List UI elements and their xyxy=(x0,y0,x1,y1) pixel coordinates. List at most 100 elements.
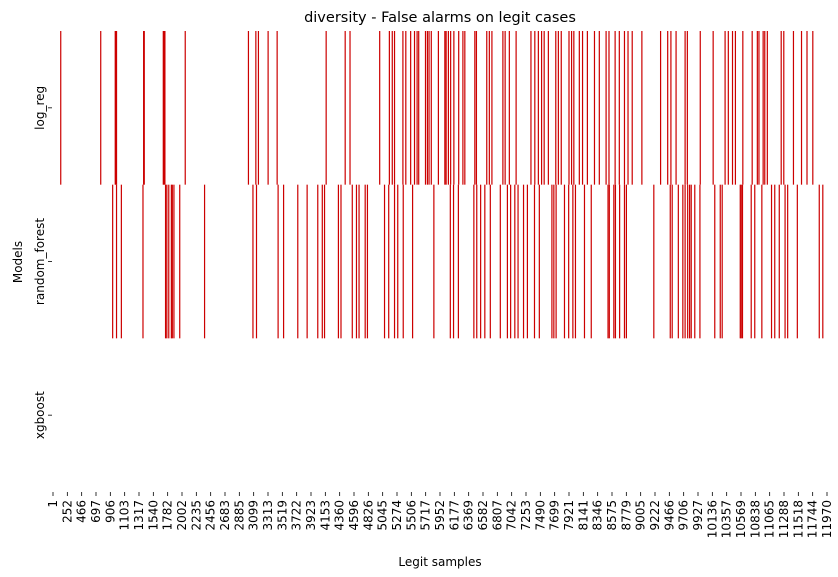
x-tick-label: 8346 xyxy=(591,500,605,531)
flag-cell-random_forest xyxy=(653,184,655,339)
x-tick-label: 1 xyxy=(46,500,60,508)
flag-cell-log_reg xyxy=(570,31,573,185)
flag-cell-log_reg xyxy=(699,31,701,185)
x-tick-label: 8575 xyxy=(605,500,619,531)
flag-cell-random_forest xyxy=(203,184,206,339)
flag-cell-log_reg xyxy=(453,31,455,185)
flag-cell-log_reg xyxy=(462,31,464,185)
flag-cell-log_reg xyxy=(543,31,545,185)
flag-cell-log_reg xyxy=(349,31,351,185)
x-tick-label: 5045 xyxy=(376,500,390,531)
x-tick-label: 906 xyxy=(103,500,117,523)
flag-cell-random_forest xyxy=(690,184,692,339)
flag-cell-random_forest xyxy=(484,184,486,339)
x-tick-label: 252 xyxy=(60,500,74,523)
flag-cell-random_forest xyxy=(684,184,686,339)
flag-cell-log_reg xyxy=(641,31,643,185)
flag-cell-random_forest xyxy=(533,184,536,339)
x-tick-label: 9466 xyxy=(662,500,676,531)
flag-cell-log_reg xyxy=(734,31,737,185)
flag-cell-log_reg xyxy=(800,31,803,185)
flag-cell-random_forest xyxy=(669,184,671,339)
x-tick-label: 9927 xyxy=(691,500,705,531)
flag-cell-random_forest xyxy=(337,184,340,339)
flag-cell-log_reg xyxy=(413,31,416,185)
x-tick-label: 6177 xyxy=(447,500,461,531)
flag-cell-log_reg xyxy=(555,31,557,185)
flag-cell-log_reg xyxy=(424,31,427,185)
flag-cell-log_reg xyxy=(445,31,447,185)
flag-cell-log_reg xyxy=(605,31,607,185)
flag-cell-random_forest xyxy=(568,184,570,339)
x-tick-label: 6582 xyxy=(476,500,490,531)
x-tick-label: 3722 xyxy=(290,500,304,531)
flag-cell-log_reg xyxy=(60,31,62,185)
flag-cell-log_reg xyxy=(614,31,616,185)
flag-cell-random_forest xyxy=(393,184,396,339)
flag-cell-random_forest xyxy=(510,184,512,339)
flag-cell-log_reg xyxy=(731,31,734,185)
flag-cell-log_reg xyxy=(783,31,785,185)
flag-cell-random_forest xyxy=(457,184,459,339)
flag-cell-log_reg xyxy=(450,31,452,185)
flag-cell-random_forest xyxy=(551,184,553,339)
flag-cell-log_reg xyxy=(405,31,407,185)
x-tick-label: 2235 xyxy=(189,500,203,531)
x-tick-label: 4153 xyxy=(318,500,332,531)
flag-cell-log_reg xyxy=(325,31,327,185)
flag-cell-log_reg xyxy=(762,31,764,185)
flag-cell-random_forest xyxy=(252,184,254,339)
flag-cell-random_forest xyxy=(770,184,773,339)
flag-cell-random_forest xyxy=(784,184,786,339)
flag-cell-log_reg xyxy=(388,31,390,185)
flag-cell-log_reg xyxy=(557,31,559,185)
flag-cell-log_reg xyxy=(586,31,588,185)
flag-cell-log_reg xyxy=(623,31,626,185)
flag-cell-random_forest xyxy=(623,184,626,339)
flag-cell-random_forest xyxy=(142,184,144,339)
x-tick-label: 11288 xyxy=(777,500,791,538)
flag-cell-random_forest xyxy=(120,184,122,339)
x-tick-label: 2683 xyxy=(218,500,232,531)
flag-cell-log_reg xyxy=(344,31,346,185)
flag-cell-random_forest xyxy=(358,184,360,339)
flag-cell-log_reg xyxy=(537,31,539,185)
flag-cell-random_forest xyxy=(740,184,742,339)
flag-cell-log_reg xyxy=(581,31,584,185)
flag-cell-log_reg xyxy=(684,31,686,185)
flag-cell-log_reg xyxy=(504,31,506,185)
x-tick-label: 11518 xyxy=(791,500,805,538)
flag-cell-log_reg xyxy=(418,31,420,185)
flag-cell-log_reg xyxy=(491,31,493,185)
flag-cell-log_reg xyxy=(727,31,729,185)
flag-cell-log_reg xyxy=(780,31,782,185)
flag-cell-log_reg xyxy=(379,31,381,185)
flag-cell-random_forest xyxy=(173,184,175,339)
flag-cell-random_forest xyxy=(366,184,369,339)
flag-cell-random_forest xyxy=(112,184,114,339)
flag-cell-random_forest xyxy=(677,184,679,339)
flag-cell-random_forest xyxy=(687,184,689,339)
flag-cell-random_forest xyxy=(411,184,414,339)
flag-cell-log_reg xyxy=(568,31,570,185)
flag-cell-log_reg xyxy=(410,31,412,185)
flag-cell-log_reg xyxy=(659,31,662,185)
x-tick-label: 1782 xyxy=(161,500,175,531)
flag-cell-log_reg xyxy=(447,31,449,185)
flag-cell-random_forest xyxy=(164,184,167,339)
x-tick-label: 7699 xyxy=(548,500,562,531)
x-tick-label: 4596 xyxy=(347,500,361,531)
x-tick-label: 10136 xyxy=(705,500,719,538)
flag-cell-log_reg xyxy=(100,31,102,185)
flag-cell-random_forest xyxy=(574,184,577,339)
flag-cell-random_forest xyxy=(538,184,540,339)
flag-cell-random_forest xyxy=(321,184,323,339)
flag-cell-random_forest xyxy=(489,184,491,339)
flag-cell-random_forest xyxy=(671,184,673,339)
flag-cell-log_reg xyxy=(712,31,714,185)
y-tick-label: random_forest xyxy=(33,218,47,305)
flag-cell-log_reg xyxy=(255,31,257,185)
flag-cell-random_forest xyxy=(179,184,181,339)
x-tick-label: 7253 xyxy=(519,500,533,531)
x-tick-label: 2456 xyxy=(204,500,218,531)
